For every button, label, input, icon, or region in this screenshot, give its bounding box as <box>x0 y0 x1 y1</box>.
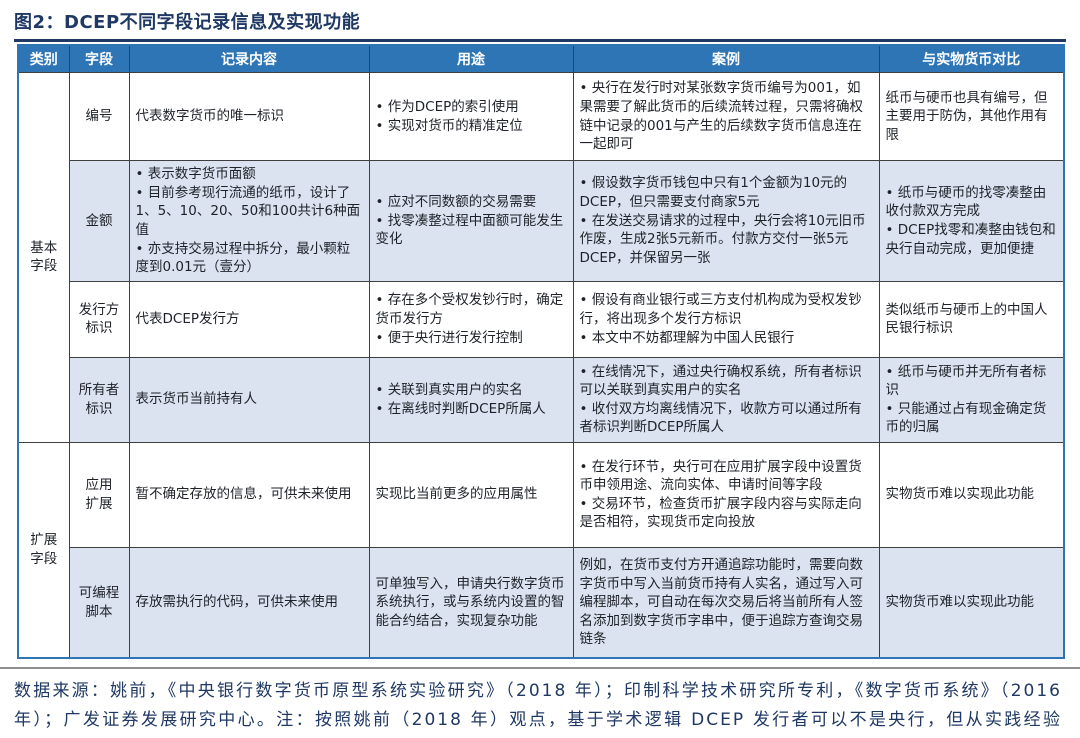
table-row-programmable-script: 可编程 脚本 存放需执行的代码，可供未来使用 可单独写入，申请央行数字货币系统执… <box>18 546 1065 659</box>
field-cell: 编号 <box>68 72 130 161</box>
content-cell: 表示货币当前持有人 <box>128 356 370 443</box>
usage-cell: 应对不同数额的交易需要 找零凑整过程中面额可能发生变化 <box>368 160 574 282</box>
cell-text: 纸币与硬币也具有编号，但主要用于防伪，其他作用有限 <box>885 89 1048 143</box>
cell-text: 代表DCEP发行方 <box>135 310 240 327</box>
bullet-item: 收付双方均离线情况下，收款方可以通过所有者标识判断DCEP所属人 <box>580 400 873 437</box>
comparison-cell: 实物货币难以实现此功能 <box>878 441 1065 548</box>
bullet-item: 交易环节，检查货币扩展字段内容与实际走向是否相符，实现货币定向投放 <box>580 495 873 532</box>
field-cell: 所有者 标识 <box>68 356 130 443</box>
category-cell-basic: 基本 字段 <box>17 72 70 443</box>
bullet-item: 作为DCEP的索引使用 <box>376 98 567 117</box>
category-cell-extended: 扩展 字段 <box>17 441 70 659</box>
source-note-text: 数据来源：姚前，《中央银行数字货币原型系统实验研究》（2018 年）；印制科学技… <box>14 681 1062 731</box>
comparison-cell: 纸币与硬币的找零凑整由收付款双方完成 DCEP找零和凑整由钱包和央行自动完成，更… <box>878 160 1065 282</box>
header-comparison: 与实物货币对比 <box>878 44 1065 73</box>
content-cell: 代表DCEP发行方 <box>128 280 370 358</box>
field-cell: 金额 <box>68 160 130 282</box>
header-usage: 用途 <box>368 44 574 73</box>
table-row-issuer-id: 发行方 标识 代表DCEP发行方 存在多个受权发钞行时，确定货币发行方 便于央行… <box>18 280 1065 358</box>
bullet-item: 纸币与硬币的找零凑整由收付款双方完成 <box>886 184 1058 221</box>
bullet-item: 纸币与硬币并无所有者标识 <box>886 363 1058 400</box>
bullet-item: 便于央行进行发行控制 <box>376 329 567 348</box>
case-cell: 假设数字货币钱包中只有1个金额为10元的DCEP，但只需要支付商家5元 在发送交… <box>572 160 880 282</box>
table-header-row: 类别 字段 记录内容 用途 案例 与实物货币对比 <box>17 44 1065 73</box>
comparison-cell: 纸币与硬币也具有编号，但主要用于防伪，其他作用有限 <box>878 72 1065 161</box>
cell-text: 可单独写入，申请央行数字货币系统执行，或与系统内设置的智能合约结合，实现复杂功能 <box>375 575 565 629</box>
figure-title: 图2：DCEP不同字段记录信息及实现功能 <box>14 12 361 33</box>
cell-text: 暂不确定存放的信息，可供未来使用 <box>135 486 352 503</box>
bullet-item: 亦支持交易过程中拆分，最小颗粒度到0.01元（壹分） <box>136 240 363 277</box>
cell-text: 实现比当前更多的应用属性 <box>375 486 538 503</box>
content-cell: 存放需执行的代码，可供未来使用 <box>128 546 370 659</box>
table-row-app-extension: 扩展 字段 应用 扩展 暂不确定存放的信息，可供未来使用 实现比当前更多的应用属… <box>17 441 1065 659</box>
usage-cell: 作为DCEP的索引使用 实现对货币的精准定位 <box>368 72 574 161</box>
bullet-item: 本文中不妨都理解为中国人民银行 <box>580 329 873 348</box>
cell-text: 存放需执行的代码，可供未来使用 <box>135 594 339 611</box>
bullet-item: 关联到真实用户的实名 <box>376 381 567 400</box>
bullet-item: 假设数字货币钱包中只有1个金额为10元的DCEP，但只需要支付商家5元 <box>580 174 873 211</box>
bullet-item: 表示数字货币面额 <box>136 165 363 184</box>
field-cell: 可编程 脚本 <box>68 546 130 659</box>
table-row-number: 基本 字段 编号 代表数字货币的唯一标识 作为DCEP的索引使用 实现对货币的精… <box>17 72 1065 443</box>
bullet-item: 存在多个受权发钞行时，确定货币发行方 <box>376 291 567 328</box>
header-category: 类别 <box>17 44 70 73</box>
cell-text: 代表数字货币的唯一标识 <box>135 108 285 125</box>
header-case: 案例 <box>572 44 880 73</box>
case-cell: 假设有商业银行或三方支付机构成为受权发钞行，将出现多个发行方标识 本文中不妨都理… <box>572 280 880 358</box>
field-cell: 发行方 标识 <box>68 280 130 358</box>
bullet-item: 找零凑整过程中面额可能发生变化 <box>376 212 567 249</box>
case-cell: 在线情况下，通过央行确权系统，所有者标识可以关联到真实用户的实名 收付双方均离线… <box>572 356 880 443</box>
usage-cell: 存在多个受权发钞行时，确定货币发行方 便于央行进行发行控制 <box>368 280 574 358</box>
usage-cell: 关联到真实用户的实名 在离线时判断DCEP所属人 <box>368 356 574 443</box>
case-cell: 央行在发行时对某张数字货币编号为001，如果需要了解此货币的后续流转过程，只需将… <box>572 72 880 161</box>
bullet-item: 目前参考现行流通的纸币，设计了1、5、10、20、50和100共计6种面值 <box>136 184 363 240</box>
table-row-owner-id: 所有者 标识 表示货币当前持有人 关联到真实用户的实名 在离线时判断DCEP所属… <box>18 356 1065 443</box>
bullet-item: 在离线时判断DCEP所属人 <box>376 400 567 419</box>
cell-text: 例如，在货币支付方开通追踪功能时，需要向数字货币中写入当前货币持有人实名，通过写… <box>579 556 864 648</box>
title-divider <box>14 39 1066 42</box>
case-cell: 例如，在货币支付方开通追踪功能时，需要向数字货币中写入当前货币持有人实名，通过写… <box>572 546 880 659</box>
bullet-item: 只能通过占有现金确定货币的归属 <box>886 400 1058 437</box>
usage-cell: 可单独写入，申请央行数字货币系统执行，或与系统内设置的智能合约结合，实现复杂功能 <box>368 546 574 659</box>
comparison-cell: 实物货币难以实现此功能 <box>878 546 1065 659</box>
case-cell: 在发行环节，央行可在应用扩展字段中设置货币申领用途、流向实体、申请时间等字段 交… <box>572 441 880 548</box>
cell-text: 实物货币难以实现此功能 <box>885 594 1035 611</box>
cell-text: 表示货币当前持有人 <box>135 391 258 408</box>
bullet-item: 在发送交易请求的过程中，央行会将10元旧币作废，生成2张5元新币。付款方交付一张… <box>580 212 873 268</box>
comparison-cell: 类似纸币与硬币上的中国人民银行标识 <box>878 280 1065 358</box>
bullet-item: DCEP找零和凑整由钱包和央行自动完成，更加便捷 <box>886 221 1058 258</box>
header-field: 字段 <box>68 44 130 73</box>
source-note: 数据来源：姚前，《中央银行数字货币原型系统实验研究》（2018 年）；印制科学技… <box>0 667 1080 738</box>
bullet-item: 央行在发行时对某张数字货币编号为001，如果需要了解此货币的后续流转过程，只需将… <box>580 79 873 154</box>
bullet-item: 实现对货币的精准定位 <box>376 117 567 136</box>
header-record-content: 记录内容 <box>128 44 370 73</box>
bullet-item: 假设有商业银行或三方支付机构成为受权发钞行，将出现多个发行方标识 <box>580 291 873 328</box>
usage-cell: 实现比当前更多的应用属性 <box>368 441 574 548</box>
content-cell: 代表数字货币的唯一标识 <box>128 72 370 161</box>
comparison-cell: 纸币与硬币并无所有者标识 只能通过占有现金确定货币的归属 <box>878 356 1065 443</box>
cell-text: 实物货币难以实现此功能 <box>885 486 1035 503</box>
cell-text: 类似纸币与硬币上的中国人民银行标识 <box>885 301 1048 337</box>
bullet-item: 在线情况下，通过央行确权系统，所有者标识可以关联到真实用户的实名 <box>580 363 873 400</box>
field-cell: 应用 扩展 <box>68 441 130 548</box>
bullet-item: 应对不同数额的交易需要 <box>376 193 567 212</box>
table-row-amount: 金额 表示数字货币面额 目前参考现行流通的纸币，设计了1、5、10、20、50和… <box>18 160 1065 282</box>
content-cell: 暂不确定存放的信息，可供未来使用 <box>128 441 370 548</box>
dcep-fields-table: 类别 字段 记录内容 用途 案例 与实物货币对比 基本 字段 编号 代表数字货币… <box>17 44 1065 660</box>
content-cell: 表示数字货币面额 目前参考现行流通的纸币，设计了1、5、10、20、50和100… <box>128 160 370 282</box>
bullet-item: 在发行环节，央行可在应用扩展字段中设置货币申领用途、流向实体、申请时间等字段 <box>580 458 873 495</box>
